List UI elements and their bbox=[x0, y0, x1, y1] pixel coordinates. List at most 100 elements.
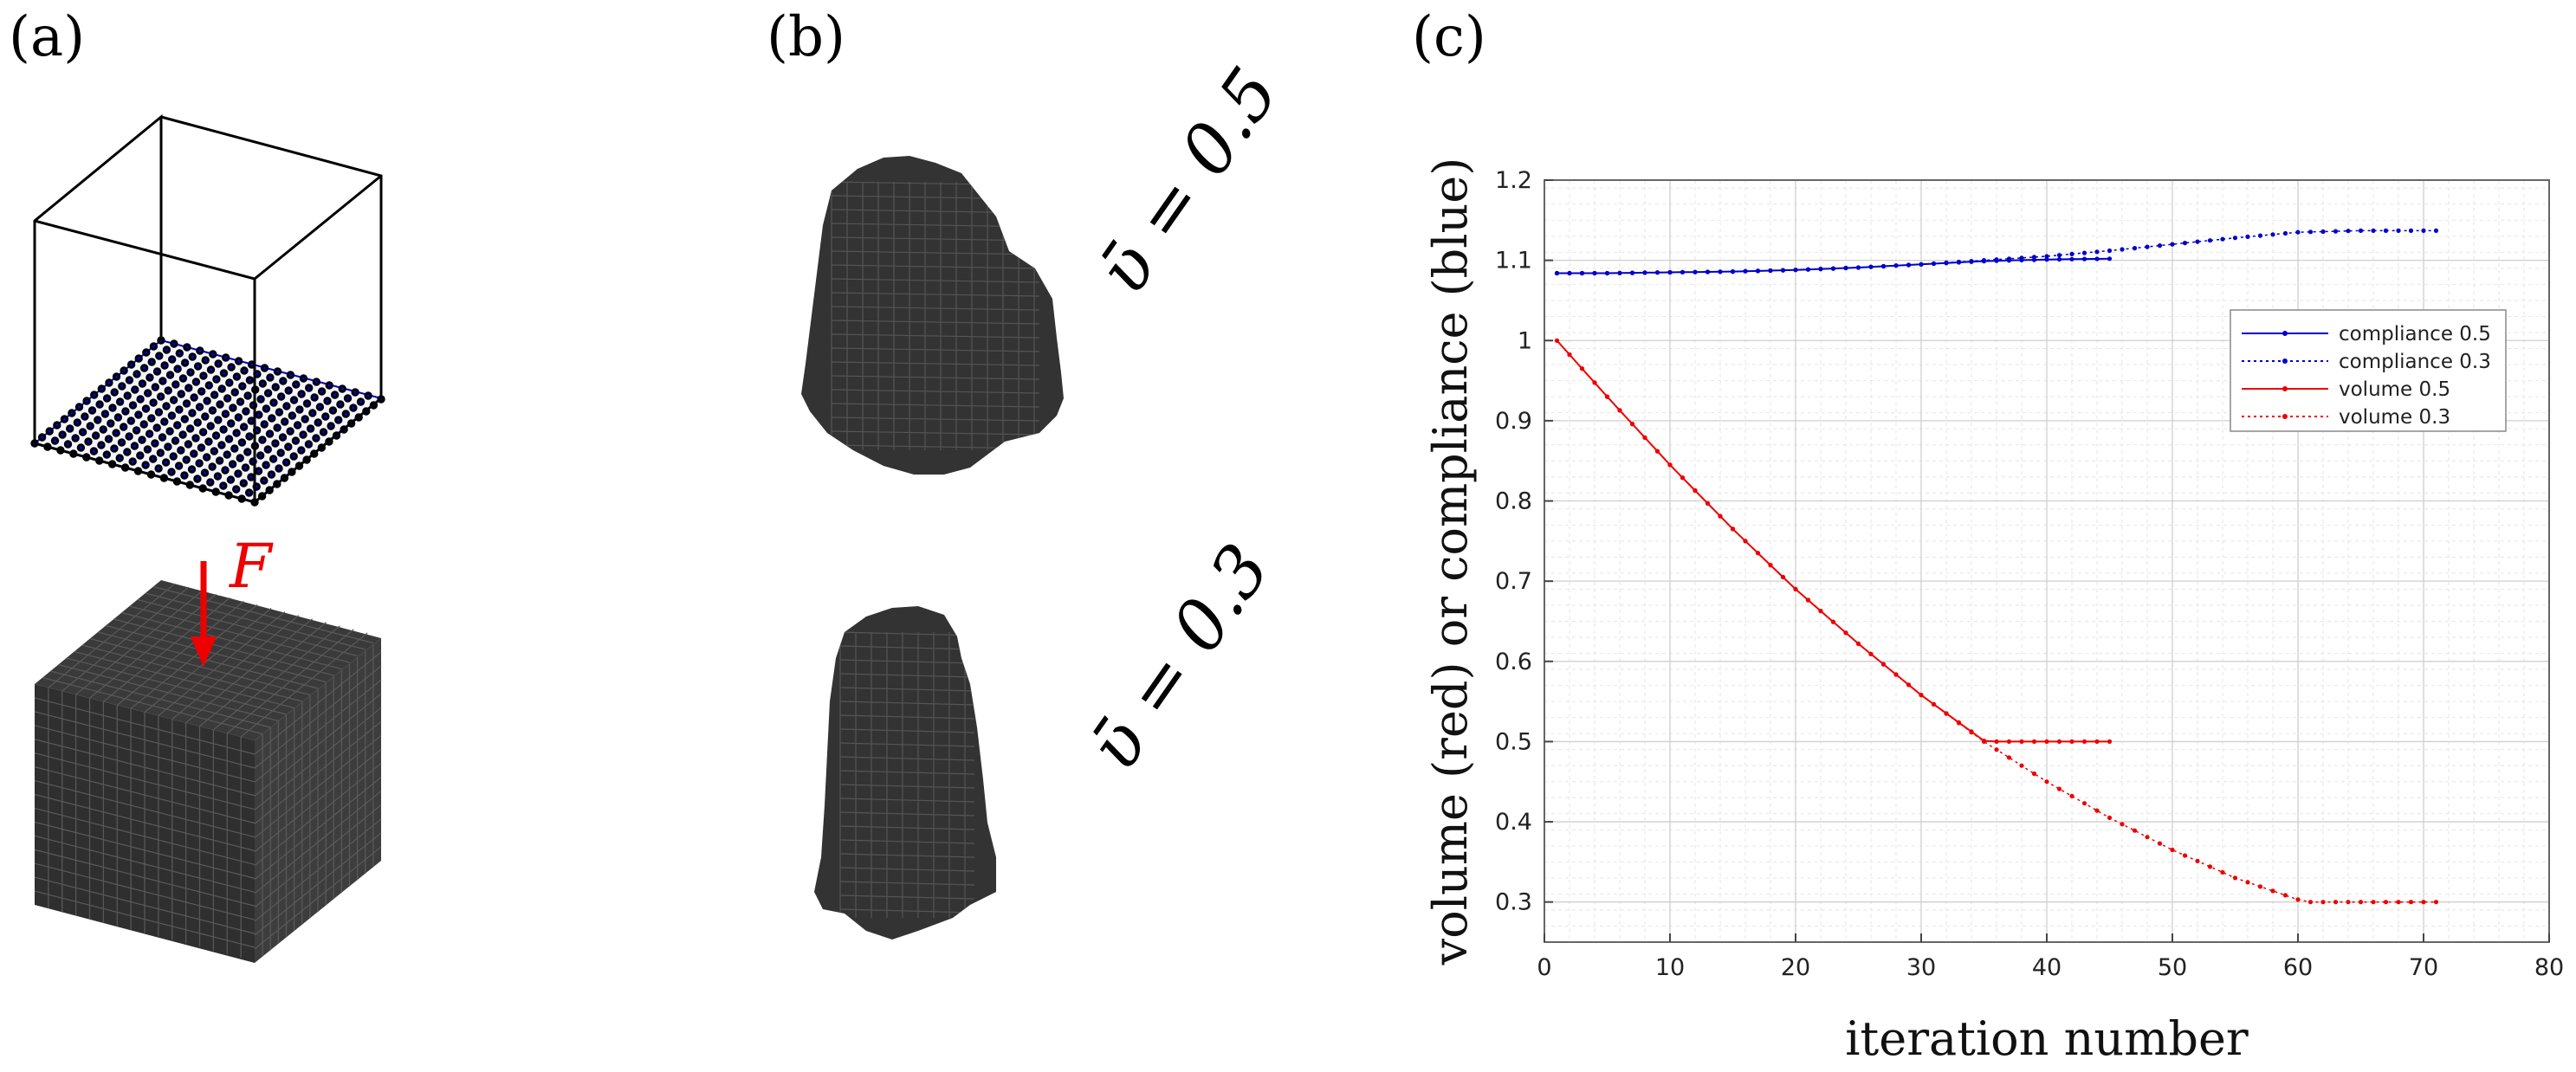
series-point bbox=[1969, 259, 1974, 264]
series-point bbox=[1956, 259, 1962, 265]
series-point bbox=[1893, 263, 1899, 268]
support-dot bbox=[177, 390, 185, 398]
support-dot bbox=[113, 413, 123, 422]
legend-box bbox=[2230, 309, 2507, 432]
series-point bbox=[2019, 763, 2024, 768]
series-point bbox=[2081, 256, 2087, 262]
support-dot bbox=[133, 370, 141, 378]
support-dot bbox=[182, 455, 191, 464]
series-point bbox=[1843, 630, 1848, 636]
series-point bbox=[2081, 739, 2087, 745]
series-point bbox=[1994, 747, 1999, 752]
support-dot bbox=[204, 381, 214, 390]
voxel-line bbox=[831, 375, 1040, 380]
support-dot bbox=[214, 359, 223, 368]
series-point bbox=[1680, 475, 1686, 481]
support-dot bbox=[200, 468, 210, 477]
series-point bbox=[1868, 264, 1874, 269]
voxel-grid-line bbox=[34, 849, 256, 907]
legend-label: compliance 0.3 bbox=[2339, 351, 2491, 373]
voxel-grid-line bbox=[113, 618, 334, 676]
voxel-line bbox=[839, 894, 975, 900]
series-point bbox=[2408, 228, 2414, 233]
voxel-cube bbox=[34, 580, 382, 963]
support-dot bbox=[188, 352, 197, 361]
voxel-line bbox=[839, 825, 975, 830]
series-point bbox=[2120, 822, 2125, 827]
voxel-line bbox=[839, 798, 975, 803]
support-dot bbox=[66, 424, 74, 433]
voxel-line bbox=[839, 728, 975, 733]
support-dot bbox=[305, 384, 314, 392]
voxel-line bbox=[839, 687, 975, 692]
voxel-grid-line bbox=[145, 592, 366, 650]
series-point bbox=[2056, 256, 2062, 262]
support-dot bbox=[225, 378, 234, 387]
support-dot bbox=[295, 405, 304, 414]
support-dot bbox=[172, 380, 180, 389]
series-point bbox=[1667, 462, 1673, 468]
support-dot bbox=[334, 416, 343, 424]
voxel-grid-line bbox=[121, 611, 342, 670]
support-dot bbox=[121, 407, 130, 416]
support-dot bbox=[68, 409, 76, 417]
series-point bbox=[2257, 233, 2263, 238]
series-point bbox=[2056, 786, 2062, 791]
support-dot bbox=[327, 422, 335, 430]
support-dot bbox=[53, 421, 61, 429]
series-point bbox=[1830, 619, 1836, 624]
support-dot bbox=[260, 364, 269, 372]
series-point bbox=[2145, 244, 2150, 249]
wireframe-cube bbox=[30, 113, 385, 507]
support-dot bbox=[165, 371, 175, 379]
series-point bbox=[2232, 875, 2238, 881]
support-dot bbox=[243, 448, 252, 456]
support-dot bbox=[228, 460, 237, 468]
support-dot bbox=[82, 397, 91, 405]
support-dot bbox=[164, 386, 172, 395]
series-point bbox=[1579, 270, 1585, 276]
support-dot bbox=[183, 343, 191, 352]
support-dot bbox=[214, 416, 223, 424]
voxel-line bbox=[831, 236, 1040, 242]
x-tick-label: 20 bbox=[1781, 954, 1810, 981]
support-dot bbox=[302, 399, 312, 408]
x-axis-title: iteration number bbox=[1845, 1011, 2249, 1066]
voxel-grid-line bbox=[172, 615, 300, 720]
series-point bbox=[2069, 739, 2074, 745]
voxel-line bbox=[839, 784, 975, 789]
voxel-grid-line bbox=[34, 793, 256, 852]
support-dot bbox=[245, 376, 255, 384]
series-point bbox=[2107, 256, 2113, 262]
shape-0.5-body bbox=[801, 156, 1064, 475]
support-dot bbox=[292, 380, 301, 389]
series-point bbox=[1567, 352, 1572, 358]
support-dot bbox=[102, 394, 112, 403]
support-dot bbox=[273, 423, 282, 432]
support-dot bbox=[188, 409, 197, 417]
support-dot bbox=[206, 478, 215, 487]
support-dot bbox=[210, 447, 219, 455]
support-dot bbox=[299, 430, 307, 439]
support-dot bbox=[104, 435, 113, 443]
chart: 0 10 20 30 40 50 60 70 80 0.3 0.4 0.5 0.6 0.7 0.8 0.9 1 1… bbox=[1423, 158, 2564, 1066]
series-point bbox=[1944, 711, 1949, 716]
support-dot bbox=[190, 393, 198, 402]
y-tick-label: 0.7 bbox=[1495, 568, 1532, 595]
series-point bbox=[2220, 236, 2225, 242]
support-dot bbox=[134, 354, 143, 363]
series-point bbox=[2019, 255, 2024, 261]
voxel-line bbox=[839, 701, 975, 706]
series-point bbox=[1730, 269, 1736, 274]
support-dot bbox=[162, 345, 172, 354]
voxel-grid-line bbox=[226, 629, 354, 734]
support-dot bbox=[184, 440, 193, 449]
support-dot bbox=[317, 387, 327, 396]
y-tick-label: 0.4 bbox=[1495, 809, 1532, 836]
support-dot bbox=[149, 455, 158, 463]
voxel-line bbox=[831, 264, 1040, 269]
voxel-grid-line bbox=[34, 862, 256, 920]
series-point bbox=[2107, 815, 2113, 821]
support-dot bbox=[304, 440, 314, 449]
support-dot bbox=[262, 461, 270, 469]
